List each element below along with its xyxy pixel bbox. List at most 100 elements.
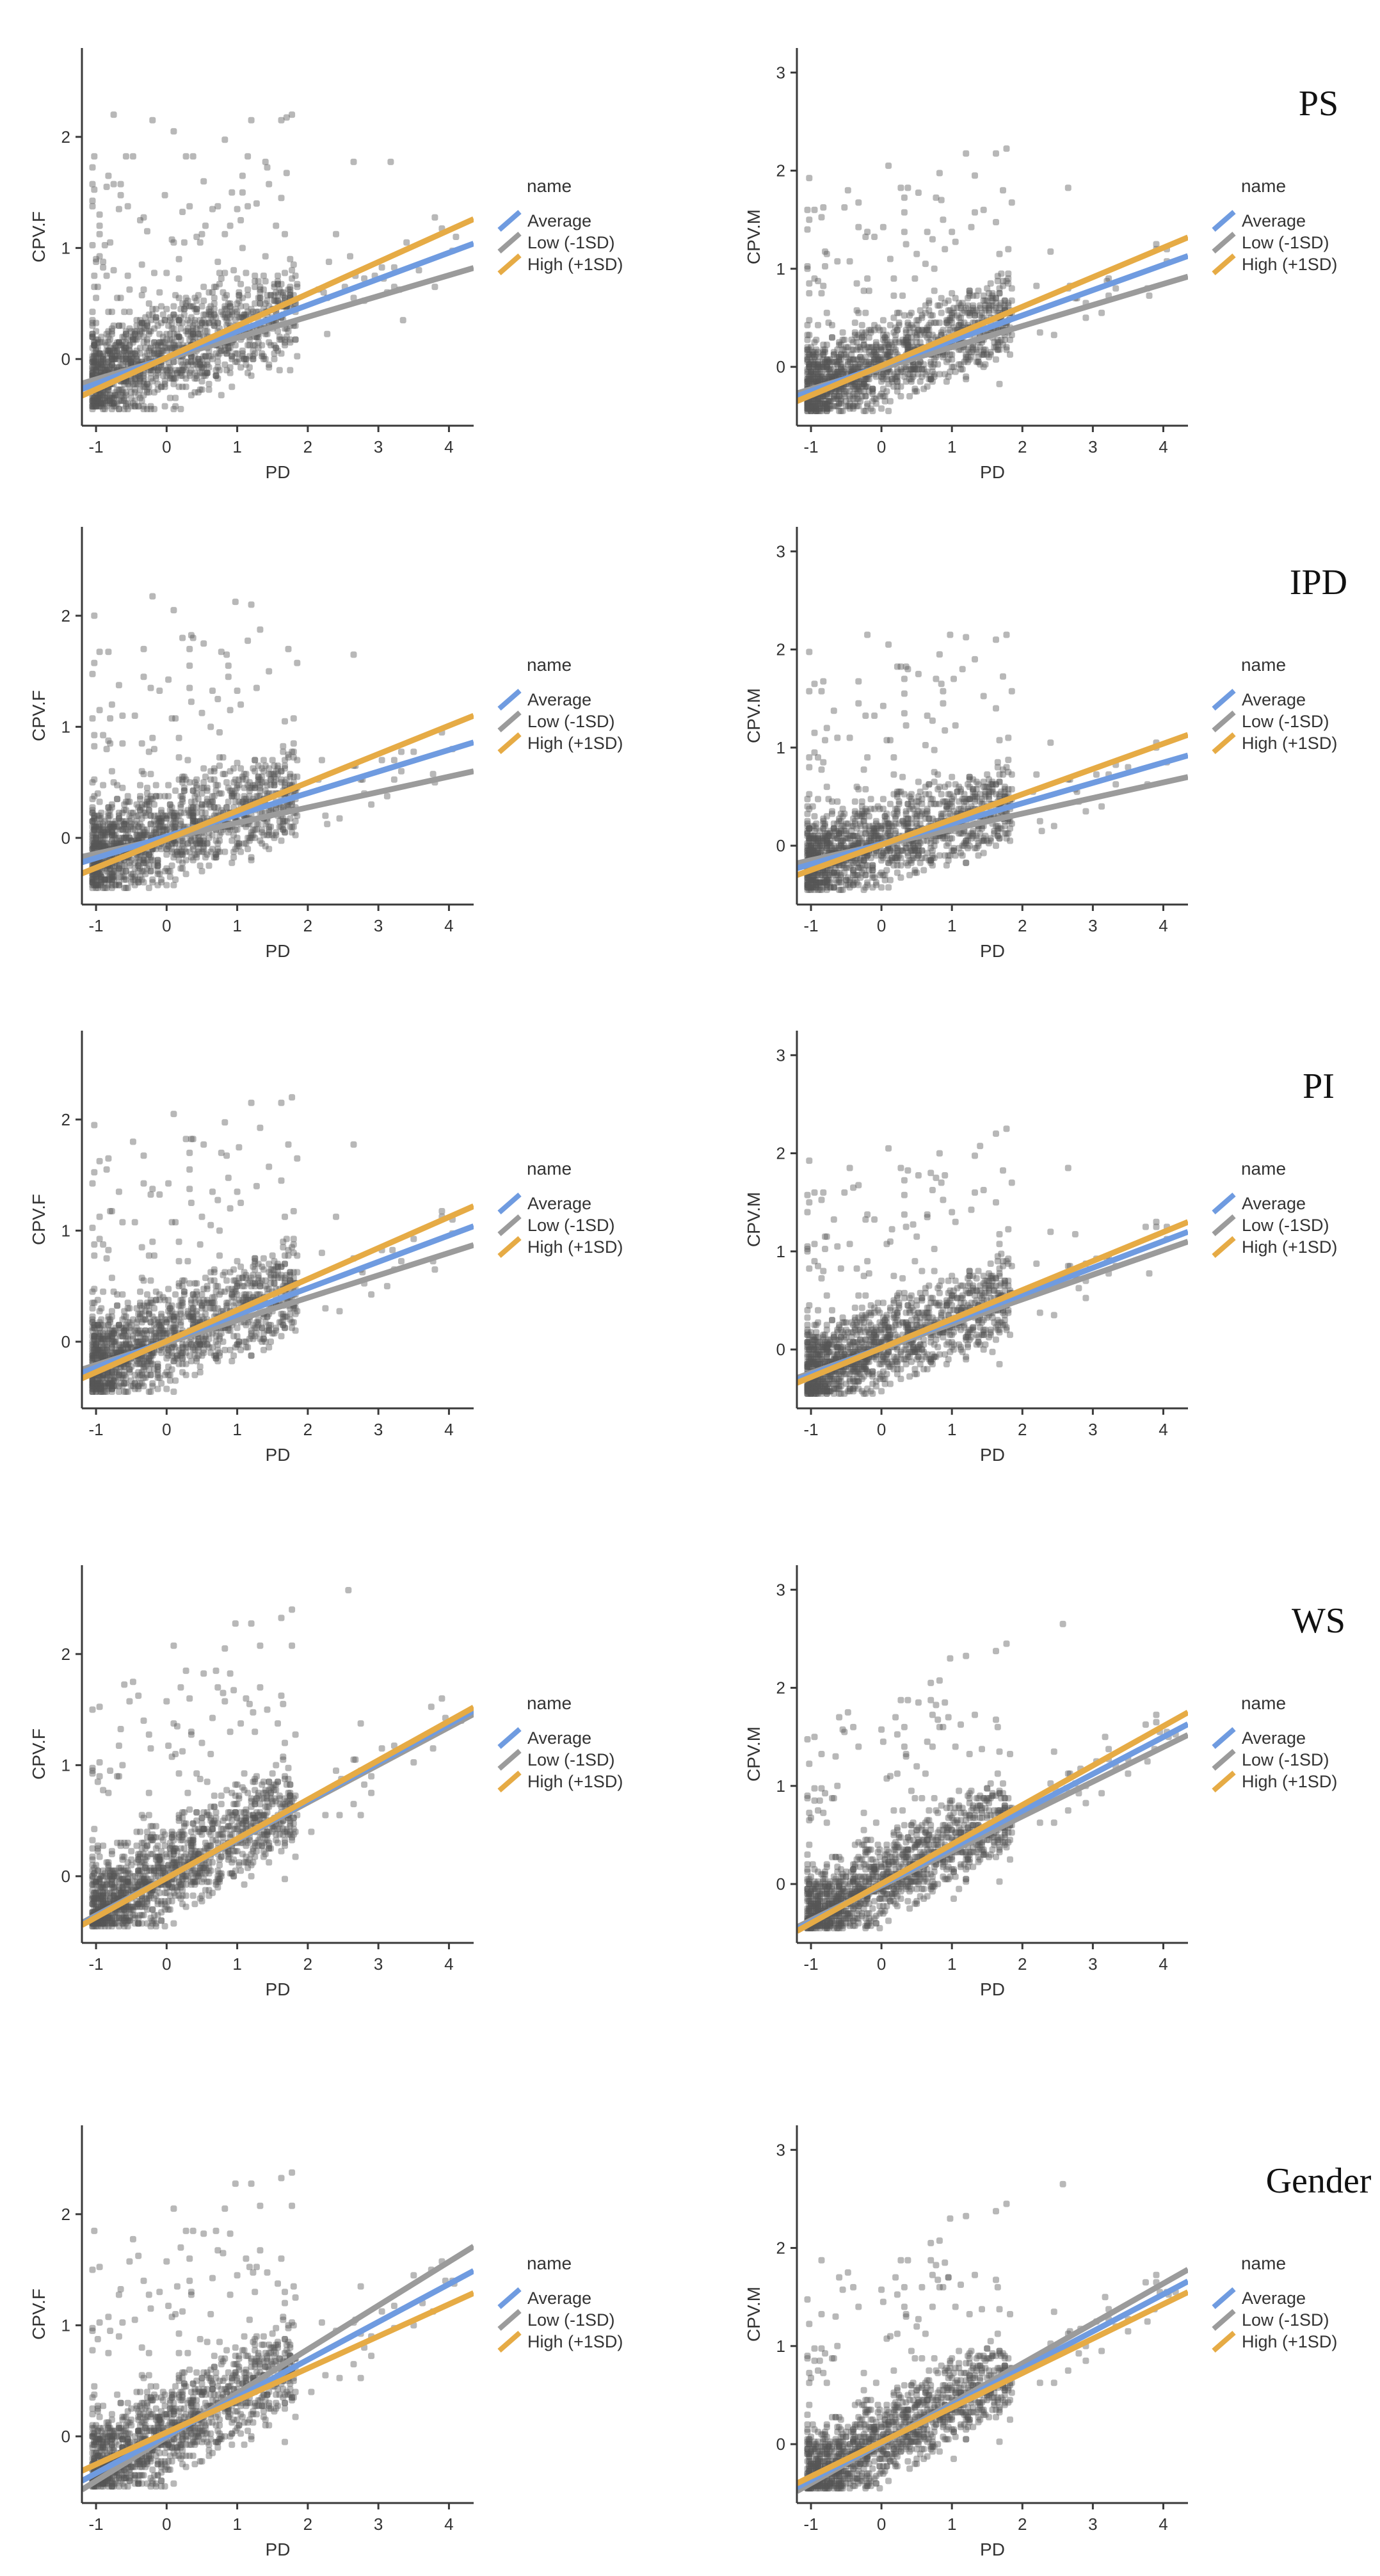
scatter-point [221, 314, 229, 321]
scatter-point [156, 817, 163, 825]
scatter-point [245, 203, 252, 210]
scatter-point [197, 369, 204, 376]
scatter-point [89, 876, 96, 883]
scatter-point [862, 393, 869, 399]
scatter-point [137, 217, 143, 223]
scatter-point [214, 259, 221, 265]
scatter-point [811, 373, 818, 380]
scatter-point [804, 405, 811, 412]
scatter-point [188, 807, 195, 814]
scatter-point [216, 729, 223, 736]
scatter-point [813, 405, 820, 412]
scatter-point [818, 395, 825, 402]
scatter-point [214, 782, 221, 789]
scatter-point [220, 754, 227, 761]
scatter-point [168, 236, 175, 243]
scatter-point [250, 347, 257, 354]
scatter-point [278, 837, 285, 844]
scatter-point [198, 809, 205, 816]
scatter-point [808, 358, 814, 366]
scatter-point [855, 344, 862, 351]
scatter-point [172, 394, 179, 401]
scatter-point [147, 857, 154, 864]
scatter-point [822, 263, 828, 270]
scatter-point [202, 809, 209, 816]
scatter-point [168, 848, 175, 855]
scatter-point [248, 372, 255, 379]
scatter-point [147, 684, 154, 691]
scatter-point [221, 136, 229, 143]
scatter-point [193, 361, 200, 368]
scatter-point [820, 351, 827, 358]
x-tick-label: 4 [444, 437, 453, 456]
scatter-point [872, 351, 879, 358]
scatter-point [163, 812, 170, 819]
scatter-point [207, 723, 214, 730]
scatter-point [855, 332, 862, 339]
scatter-point [91, 732, 98, 739]
scatter-point [96, 364, 103, 371]
scatter-point [184, 317, 191, 324]
scatter-point [1005, 302, 1012, 309]
scatter-point [280, 826, 287, 833]
scatter-point [214, 353, 221, 360]
scatter-point [857, 378, 864, 385]
scatter-point [91, 272, 98, 279]
scatter-point [117, 386, 124, 393]
scatter-point [815, 400, 821, 407]
scatter-point [140, 879, 147, 886]
scatter-point [122, 355, 129, 362]
scatter-point [126, 286, 133, 293]
scatter-point [804, 356, 811, 363]
scatter-point [188, 367, 195, 374]
scatter-point [189, 322, 197, 329]
scatter-point [227, 300, 234, 307]
scatter-point [101, 394, 108, 401]
scatter-point [834, 361, 841, 368]
scatter-point [103, 367, 110, 374]
scatter-point [221, 303, 229, 310]
scatter-point [236, 782, 243, 789]
scatter-point [198, 840, 205, 847]
scatter-point [926, 297, 933, 304]
scatter-point [156, 871, 163, 878]
scatter-point [179, 793, 186, 800]
scatter-point [166, 367, 173, 374]
scatter-point [131, 336, 138, 343]
scatter-point [204, 361, 211, 368]
scatter-point [834, 734, 841, 741]
scatter-point [177, 821, 184, 828]
scatter-point [834, 368, 841, 375]
scatter-point [195, 846, 202, 853]
scatter-point [879, 385, 887, 392]
scatter-point [145, 389, 152, 396]
scatter-point [214, 319, 221, 326]
scatter-point [887, 368, 894, 375]
scatter-point [223, 314, 230, 321]
scatter-point [239, 798, 246, 805]
scatter-point [119, 355, 126, 362]
scatter-point [94, 398, 101, 404]
scatter-point [836, 388, 843, 395]
scatter-point [147, 403, 154, 410]
scatter-point [124, 378, 131, 385]
scatter-point [234, 358, 241, 366]
scatter-point [110, 111, 117, 118]
scatter-point [883, 336, 890, 343]
scatter-point [894, 373, 901, 380]
scatter-point [860, 341, 867, 348]
scatter-point [135, 403, 142, 410]
scatter-point [94, 355, 101, 362]
scatter-point [96, 821, 103, 828]
scatter-point [96, 211, 103, 218]
scatter-point [245, 834, 252, 841]
scatter-point [869, 344, 876, 351]
scatter-point [252, 272, 259, 279]
scatter-point [165, 782, 172, 789]
scatter-point [121, 885, 128, 891]
scatter-point [154, 867, 161, 874]
scatter-point [287, 336, 294, 343]
scatter-point [133, 801, 140, 808]
scatter-point [122, 867, 129, 874]
